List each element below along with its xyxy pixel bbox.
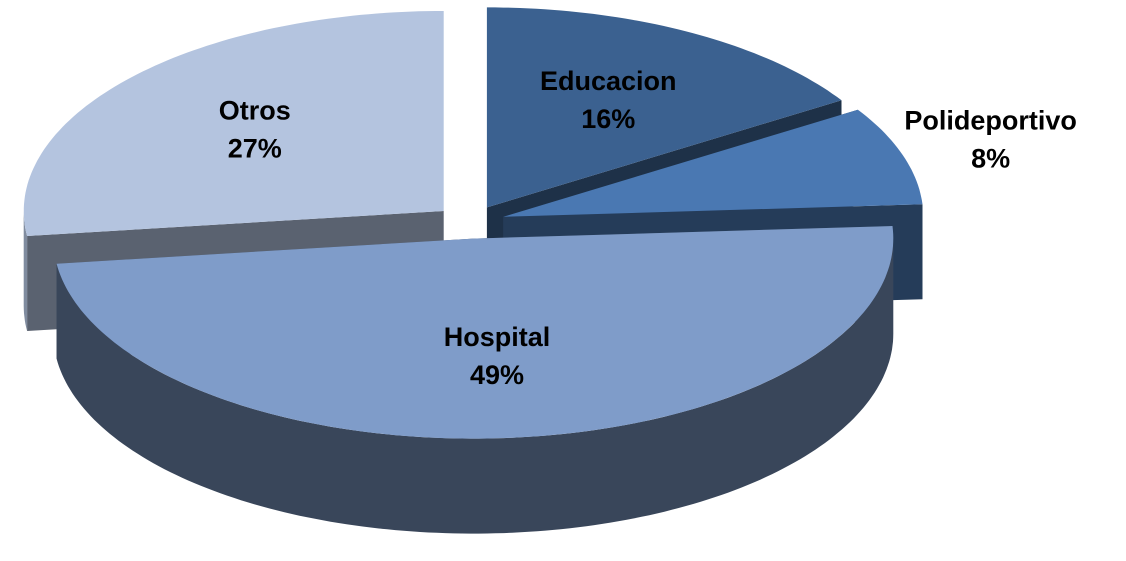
slice-label: Educacion 16% bbox=[540, 66, 677, 134]
category-label: Otros bbox=[219, 96, 291, 126]
slice-label: Polideportivo 8% bbox=[904, 105, 1077, 173]
slice-top bbox=[56, 226, 894, 439]
slice-top bbox=[503, 109, 923, 217]
value-label: 49% bbox=[470, 360, 524, 390]
slice bbox=[56, 226, 894, 534]
slice-outer-side bbox=[23, 211, 28, 331]
value-label: 8% bbox=[971, 143, 1010, 173]
category-label: Educacion bbox=[540, 66, 677, 96]
value-label: 16% bbox=[581, 104, 635, 134]
value-label: 27% bbox=[228, 134, 282, 164]
slice-top bbox=[486, 7, 842, 208]
category-label: Polideportivo bbox=[904, 105, 1077, 135]
slice-label: Otros 27% bbox=[219, 96, 291, 164]
slice-outer-side bbox=[56, 238, 894, 534]
category-label: Hospital bbox=[444, 322, 551, 352]
slice-label: Hospital 49% bbox=[444, 322, 551, 390]
slice-top bbox=[23, 11, 444, 236]
